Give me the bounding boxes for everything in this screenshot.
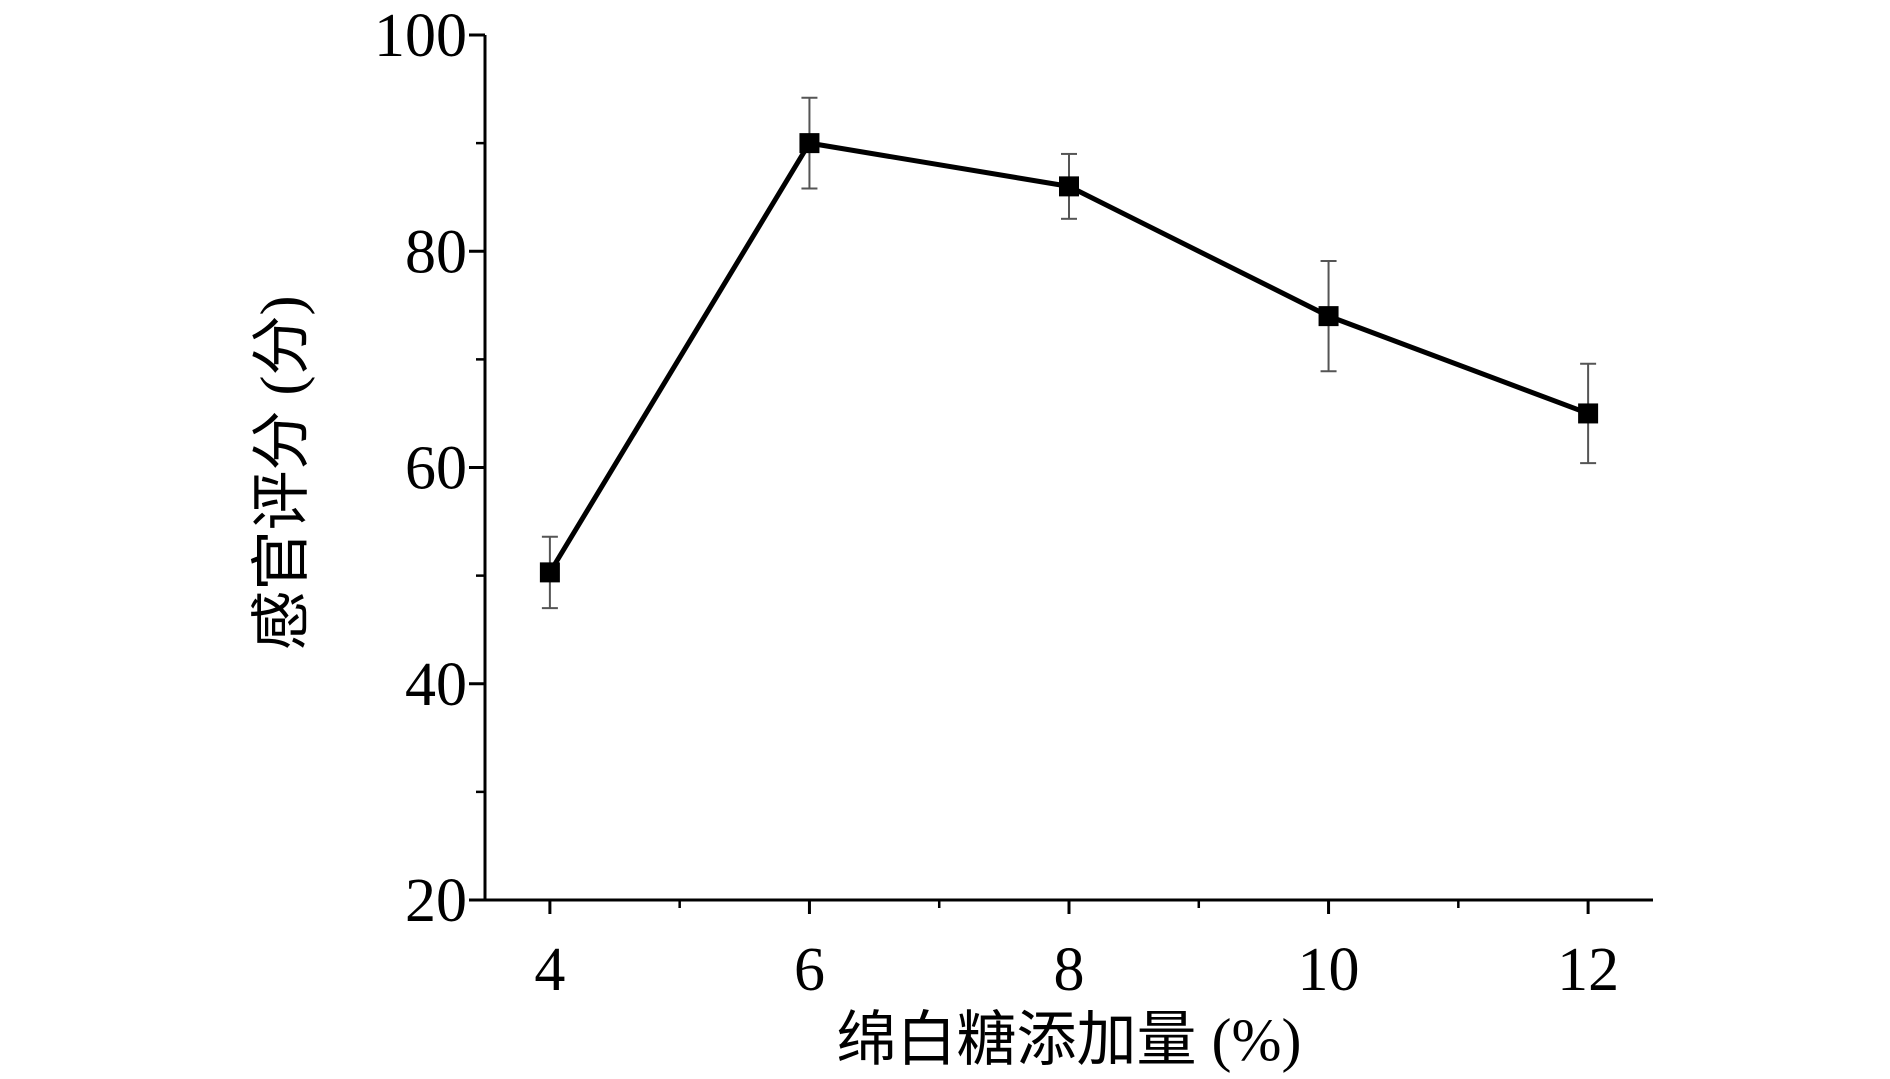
data-point bbox=[1578, 403, 1599, 424]
x-tick-label: 4 bbox=[534, 936, 565, 1004]
x-tick-label: 12 bbox=[1557, 936, 1619, 1004]
x-tick-label: 10 bbox=[1298, 936, 1360, 1004]
y-axis-label: 感官评分 (分) bbox=[249, 296, 315, 651]
error-bars bbox=[541, 96, 1597, 610]
x-tick-label: 8 bbox=[1054, 936, 1085, 1004]
series-markers bbox=[539, 133, 1599, 583]
data-point bbox=[1318, 306, 1339, 327]
data-point bbox=[799, 133, 820, 154]
ticks: 20 40 60 80 100 4 6 8 10 12 bbox=[374, 2, 1619, 1004]
x-axis-label: 绵白糖添加量 (%) bbox=[837, 1007, 1302, 1073]
data-point bbox=[1059, 176, 1079, 197]
y-tick-label: 60 bbox=[405, 435, 467, 503]
y-tick-label: 20 bbox=[405, 867, 467, 935]
y-tick-label: 40 bbox=[405, 651, 467, 719]
x-tick-label: 6 bbox=[794, 936, 825, 1004]
y-tick-label: 100 bbox=[374, 2, 467, 70]
data-point bbox=[539, 562, 560, 583]
y-tick-label: 80 bbox=[405, 218, 467, 286]
